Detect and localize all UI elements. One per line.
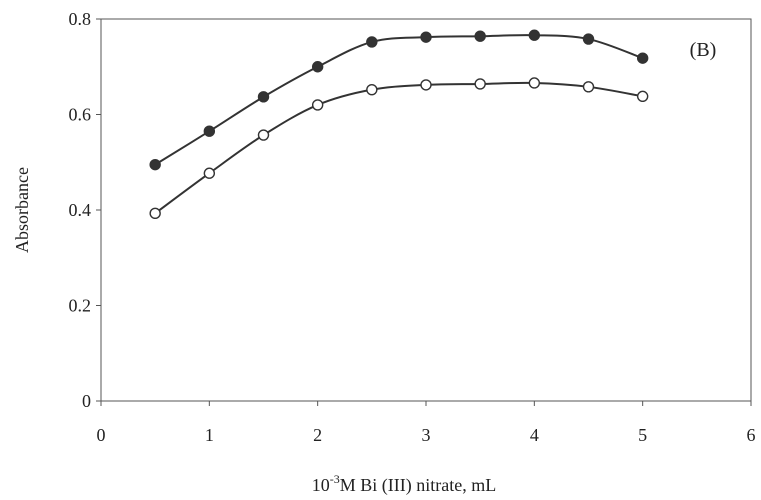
x-tick-label: 3 [422, 425, 431, 445]
series-2-point [203, 167, 216, 179]
x-tick-label: 2 [313, 425, 322, 445]
x-tick-label: 6 [747, 425, 756, 445]
series-2-line [154, 81, 643, 215]
series-1-point [203, 125, 216, 137]
series-2-point [528, 77, 541, 89]
x-tick-label: 1 [205, 425, 214, 445]
series-2-point [474, 78, 486, 90]
y-axis-ticks: 0 0.2 0.4 0.6 0.8 [69, 9, 101, 411]
y-axis-title: Absorbance [12, 167, 32, 253]
x-axis-title-rest: M Bi (III) nitrate, mL [340, 475, 496, 496]
plot-frame [100, 18, 752, 402]
series-1-point [636, 52, 649, 64]
y-tick-label: 0 [82, 391, 91, 411]
x-tick-label: 5 [638, 425, 647, 445]
series-1-point [311, 61, 324, 73]
series-1-point [366, 36, 378, 48]
series-1-point [582, 33, 595, 45]
y-tick-label: 0.8 [69, 9, 92, 29]
series-2-point [257, 129, 270, 141]
x-axis-title: 10-3M Bi (III) nitrate, mL [312, 472, 496, 496]
panel-label: (B) [690, 39, 717, 61]
x-tick-label: 0 [97, 425, 106, 445]
series-1-point [474, 30, 486, 42]
series-1-line [154, 34, 643, 166]
series-1-point [420, 31, 432, 43]
x-axis-title-base: 10 [312, 475, 330, 495]
series-2-point [366, 83, 378, 96]
y-tick-label: 0.2 [69, 296, 92, 316]
series-1-point [149, 158, 161, 171]
series-2-point [636, 90, 649, 103]
series-2-point [149, 207, 161, 220]
y-tick-label: 0.4 [69, 200, 92, 220]
series-2-point [420, 79, 432, 91]
x-axis-title-exponent: -3 [330, 472, 340, 486]
series-2-point [582, 81, 595, 93]
y-tick-label: 0.6 [69, 105, 92, 125]
x-axis-ticks: 0 1 2 3 4 5 6 [97, 401, 756, 445]
x-tick-label: 4 [530, 425, 539, 445]
series-1-point [528, 29, 541, 41]
series-2-point [311, 99, 324, 111]
series-layer [149, 29, 649, 220]
series-1-point [257, 91, 270, 103]
